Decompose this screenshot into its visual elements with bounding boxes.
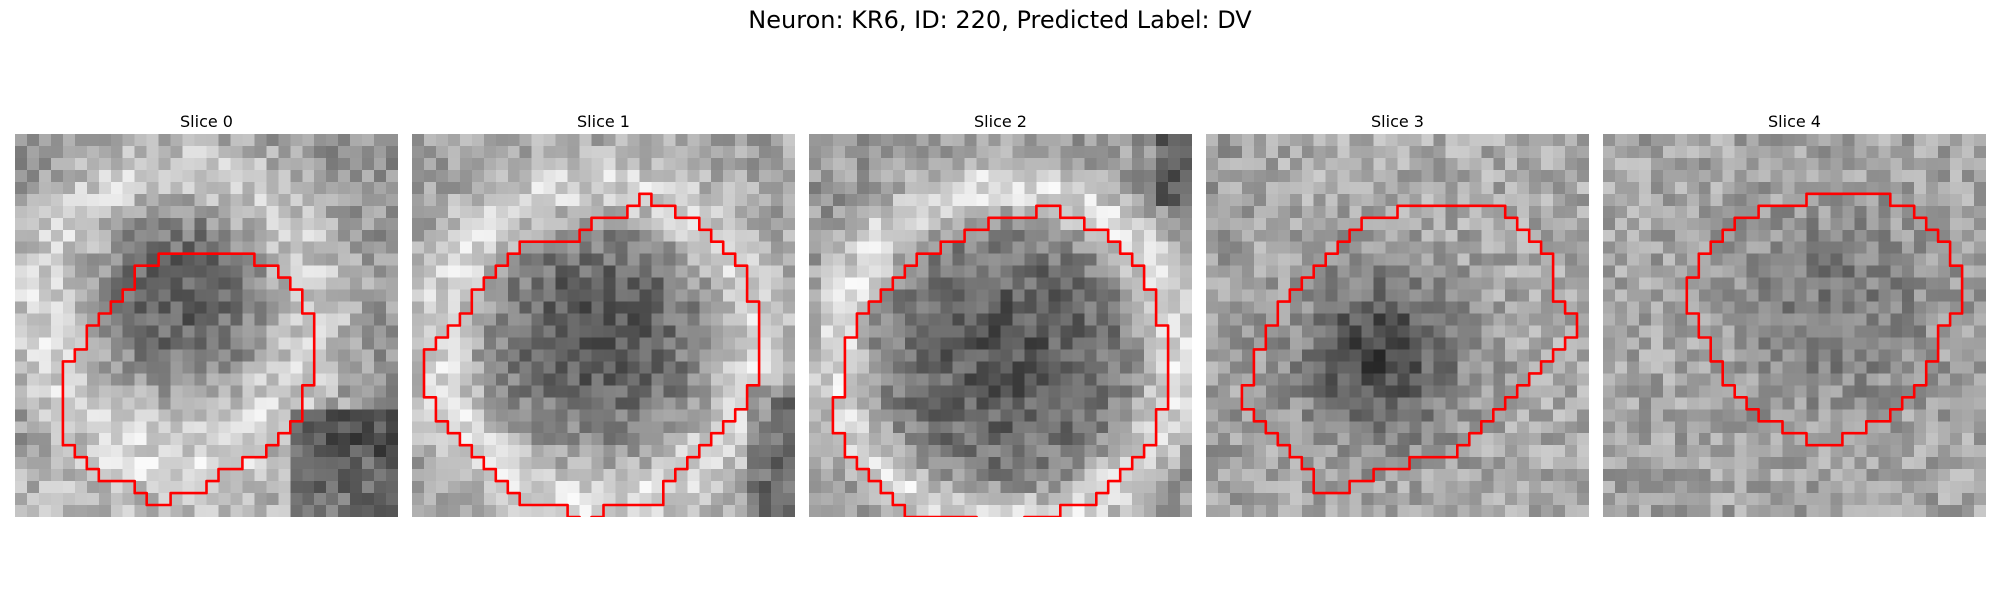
slice-panel-2: Slice 2 [809, 110, 1192, 517]
pixel-grid [1603, 134, 1986, 517]
slice-label: Slice 2 [974, 112, 1027, 131]
pixel-grid [1206, 134, 1589, 517]
neuron-outline [1240, 204, 1579, 495]
pixel-grid [412, 134, 795, 517]
slice-image [1206, 134, 1589, 517]
slice-label: Slice 0 [180, 112, 233, 131]
slice-label: Slice 1 [577, 112, 630, 131]
neuron-outline [1685, 192, 1964, 447]
slice-panel-0: Slice 0 [15, 110, 398, 517]
slice-panel-3: Slice 3 [1206, 110, 1589, 517]
slice-image [1603, 134, 1986, 517]
pixel-grid [15, 134, 398, 517]
figure-title: Neuron: KR6, ID: 220, Predicted Label: D… [748, 6, 1252, 34]
pixel-grid [809, 134, 1192, 517]
slice-label: Slice 3 [1371, 112, 1424, 131]
slice-image [809, 134, 1192, 517]
neuron-outline [61, 252, 316, 507]
slice-panel-4: Slice 4 [1603, 110, 1986, 517]
slice-image [412, 134, 795, 517]
neuron-outline [422, 192, 761, 517]
slice-image [15, 134, 398, 517]
neuron-outline [831, 204, 1170, 517]
slice-panel-1: Slice 1 [412, 110, 795, 517]
slice-label: Slice 4 [1768, 112, 1821, 131]
